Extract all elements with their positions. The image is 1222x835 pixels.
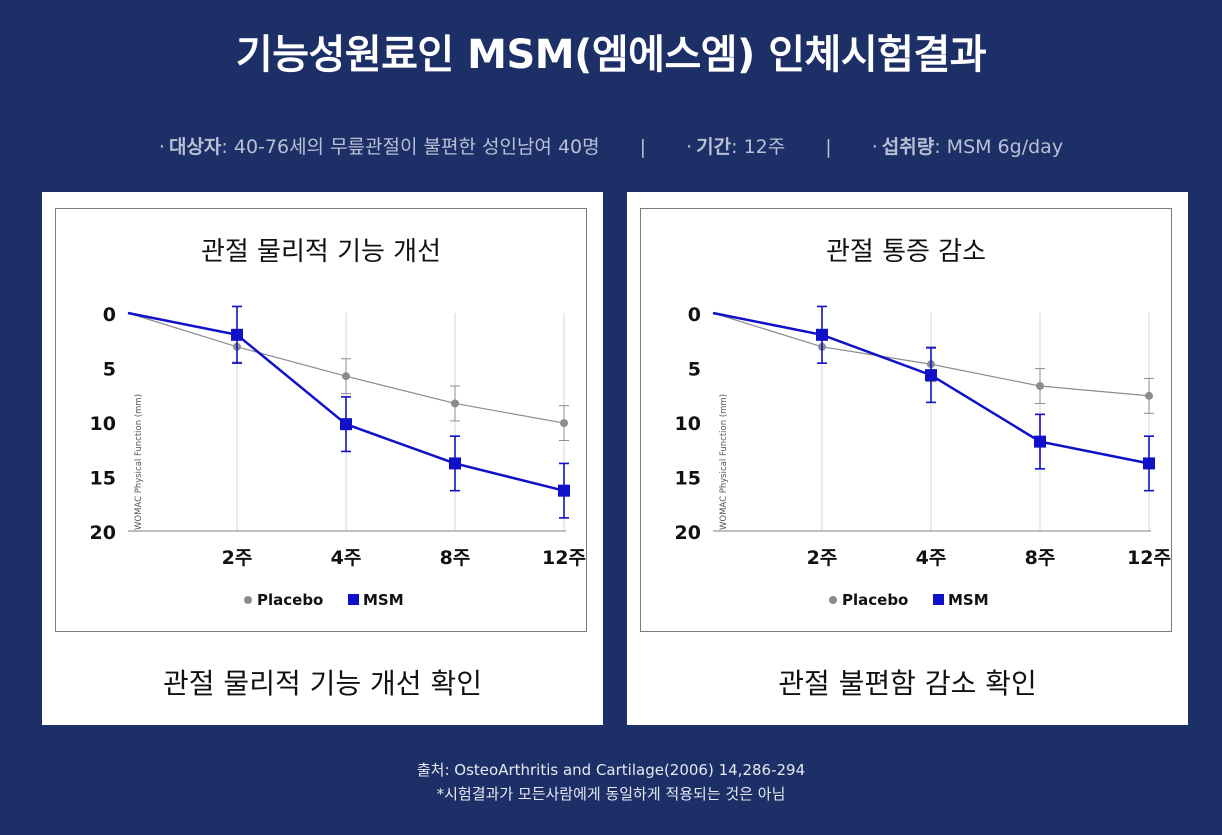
y-tick-label: 15 — [675, 468, 701, 490]
data-point-msm — [340, 418, 352, 431]
y-tick-label: 20 — [675, 522, 701, 544]
y-tick-label: 10 — [90, 413, 116, 435]
data-point-placebo — [1036, 382, 1044, 391]
chart-frame: 관절 물리적 기능 개선 0 5 10 15 20 2주 4주 8주 12주 WOMAC Phys… — [55, 208, 587, 632]
chart-card-pain: 관절 통증 감소 0 5 10 15 20 2주 4주 8주 12주 WOMAC Physical… — [627, 192, 1188, 725]
legend-label-msm: MSM — [363, 591, 404, 609]
x-tick-label: 12주 — [1127, 547, 1171, 569]
data-point-msm — [816, 328, 828, 341]
data-point-placebo — [560, 419, 568, 428]
data-point-msm — [1143, 457, 1155, 470]
study-info: · 대상자: 40-76세의 무릎관절이 불편한 성인남여 40명 | · 기간: … — [0, 132, 1222, 159]
footer: 출처: OsteoArthritis and Cartilage(2006) 1… — [0, 758, 1222, 806]
legend-marker-placebo — [244, 596, 252, 604]
bullet: · — [871, 136, 878, 158]
period-label: 기간 — [696, 136, 732, 158]
y-axis-label: WOMAC Physical Function (mm) — [134, 394, 144, 530]
legend-marker-placebo — [829, 596, 837, 604]
y-tick-label: 5 — [688, 359, 701, 381]
separator: | — [639, 136, 647, 158]
legend-label-placebo: Placebo — [257, 591, 323, 609]
data-point-msm — [558, 484, 570, 497]
bullet: · — [158, 136, 165, 158]
y-tick-label: 0 — [103, 304, 116, 326]
dose-value: : MSM 6g/day — [934, 136, 1064, 158]
data-point-placebo — [1145, 391, 1153, 400]
chart-pain: 0 5 10 15 20 2주 4주 8주 12주 WOMAC Physical Function… — [675, 304, 1171, 609]
separator: | — [825, 136, 832, 158]
legend-marker-msm — [933, 594, 944, 605]
chart-caption: 관절 물리적 기능 개선 확인 — [163, 667, 482, 700]
bullet: · — [686, 136, 693, 158]
x-tick-label: 4주 — [331, 547, 362, 569]
page-title: 기능성원료인 MSM(엠에스엠) 인체시험결과 — [235, 32, 987, 78]
y-tick-label: 5 — [103, 359, 116, 381]
chart-title: 관절 통증 감소 — [825, 237, 987, 267]
subject-label: 대상자 — [168, 136, 222, 158]
source-citation: 출처: OsteoArthritis and Cartilage(2006) 1… — [416, 761, 806, 779]
period-value: : 12주 — [731, 136, 786, 158]
chart-title: 관절 물리적 기능 개선 — [200, 237, 442, 267]
x-tick-label: 8주 — [1025, 547, 1056, 569]
x-tick-label: 4주 — [916, 547, 947, 569]
x-tick-label: 12주 — [542, 547, 586, 569]
y-tick-label: 0 — [688, 304, 701, 326]
chart-function: 0 5 10 15 20 2주 4주 8주 12주 WOMAC Physical Function… — [90, 304, 586, 609]
data-point-placebo — [342, 372, 350, 381]
y-tick-label: 20 — [90, 522, 116, 544]
y-tick-label: 15 — [90, 468, 116, 490]
data-point-msm — [231, 328, 243, 341]
legend-label-placebo: Placebo — [842, 591, 908, 609]
x-tick-label: 2주 — [807, 547, 838, 569]
y-axis-label: WOMAC Physical Function (mm) — [719, 394, 729, 530]
legend-marker-msm — [348, 594, 359, 605]
chart-frame: 관절 통증 감소 0 5 10 15 20 2주 4주 8주 12주 WOMAC Physical… — [640, 208, 1172, 632]
subject-value: : 40-76세의 무릎관절이 불편한 성인남여 40명 — [221, 136, 600, 158]
data-point-msm — [1034, 435, 1046, 448]
dose-label: 섭취량 — [881, 136, 935, 158]
data-point-placebo — [451, 399, 459, 408]
chart-caption: 관절 불편함 감소 확인 — [778, 667, 1037, 700]
data-point-msm — [925, 369, 937, 382]
x-tick-label: 8주 — [440, 547, 471, 569]
data-point-msm — [449, 457, 461, 470]
y-tick-label: 10 — [675, 413, 701, 435]
x-tick-label: 2주 — [222, 547, 253, 569]
disclaimer: *시험결과가 모든사람에게 동일하게 적용되는 것은 아님 — [436, 785, 786, 803]
legend-label-msm: MSM — [948, 591, 989, 609]
chart-card-function: 관절 물리적 기능 개선 0 5 10 15 20 2주 4주 8주 12주 WOMAC Phys… — [42, 192, 603, 725]
